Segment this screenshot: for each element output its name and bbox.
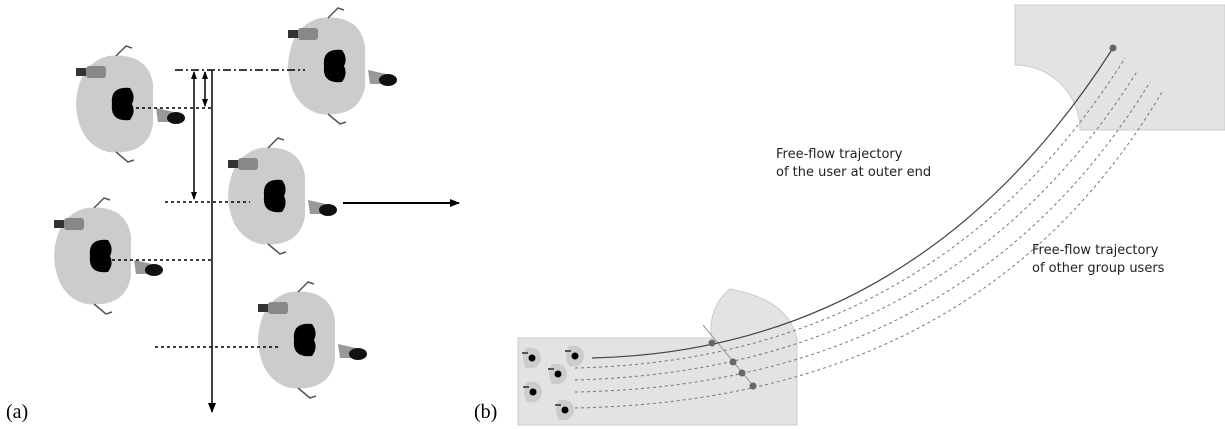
trajectory <box>592 48 1113 358</box>
person <box>76 46 185 162</box>
person <box>258 282 367 398</box>
person <box>548 364 567 385</box>
annotation: Free-flow trajectory <box>1032 243 1159 258</box>
region <box>1015 5 1225 130</box>
person <box>565 346 584 367</box>
annotation: of other group users <box>1032 261 1165 276</box>
annotation: Free-flow trajectory <box>776 147 903 162</box>
panel-b: Free-flow trajectory of the user at oute… <box>474 5 1225 425</box>
panel-a: (a) <box>6 8 459 423</box>
person <box>228 138 337 254</box>
panel-label: (b) <box>474 401 497 423</box>
panel-label: (a) <box>6 401 28 423</box>
person <box>522 348 541 369</box>
figure: (a) Free-flow trajectory of the user at … <box>0 0 1225 429</box>
person <box>523 382 542 403</box>
annotation: of the user at outer end <box>776 165 931 180</box>
person <box>555 400 574 421</box>
person <box>54 198 163 314</box>
person <box>288 8 397 124</box>
